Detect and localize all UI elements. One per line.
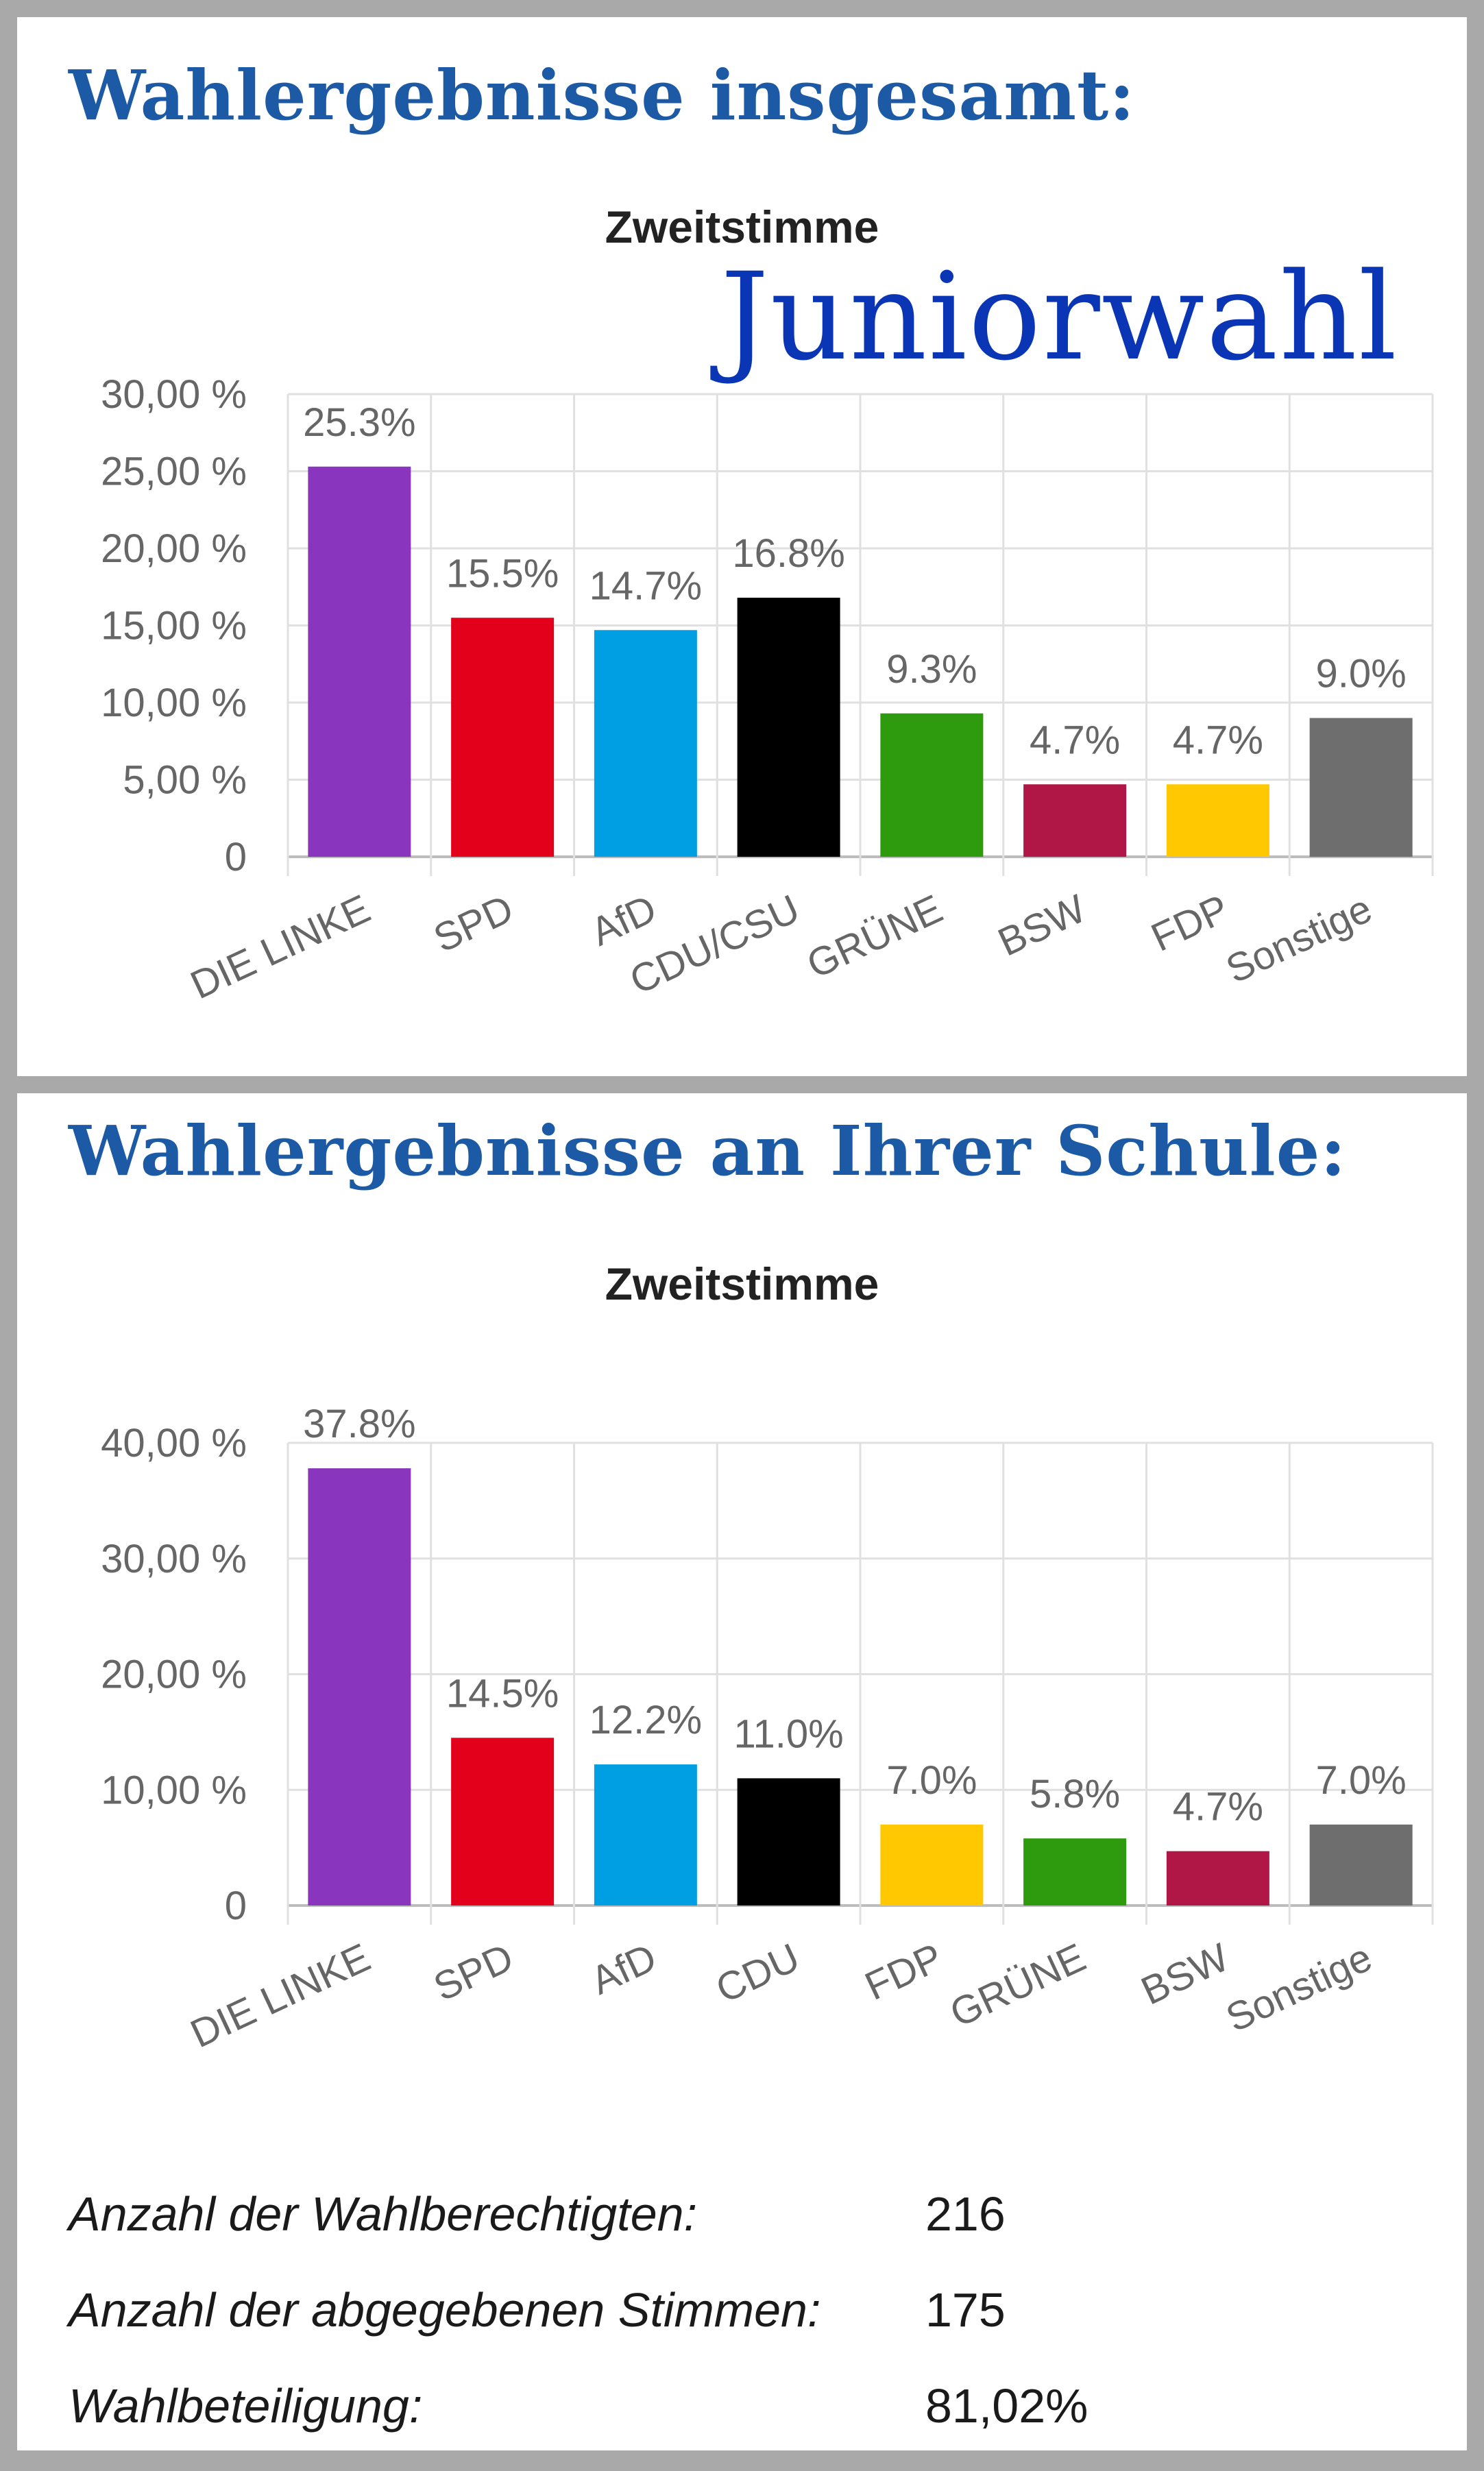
stat-value: 175 <box>925 2283 1006 2337</box>
x-tick-label: AfD <box>584 886 663 955</box>
chart-subtitle-school: Zweitstimme <box>605 1258 879 1309</box>
stat-row-eligible: Anzahl der Wahlberechtigten: 216 <box>69 2187 1371 2255</box>
bar <box>451 618 555 857</box>
x-tick-label: CDU <box>709 1935 806 2012</box>
bar <box>308 1468 411 1906</box>
bar <box>1309 718 1413 857</box>
y-tick-label: 20,00 % <box>101 526 247 571</box>
x-tick-label: FDP <box>858 1935 949 2009</box>
x-tick-label: AfD <box>584 1935 663 2004</box>
bar <box>880 1824 984 1906</box>
data-label: 25.3% <box>303 400 415 445</box>
y-tick-label: 20,00 % <box>101 1653 247 1697</box>
stat-label: Wahlbeteiligung: <box>69 2379 423 2433</box>
x-tick-label: SPD <box>427 1935 520 2010</box>
x-tick-label: DIE LINKE <box>184 1935 377 2056</box>
stat-value: 81,02% <box>925 2379 1088 2433</box>
bar <box>1166 784 1269 857</box>
bar <box>880 713 984 857</box>
x-tick-label: GRÜNE <box>943 1935 1092 2036</box>
stat-row-turnout: Wahlbeteiligung: 81,02% <box>69 2378 1371 2447</box>
data-label: 11.0% <box>734 1712 844 1756</box>
bar <box>737 598 840 857</box>
x-tick-label: BSW <box>991 886 1092 965</box>
y-tick-label: 25,00 % <box>101 450 247 494</box>
y-tick-label: 0 <box>225 835 247 879</box>
stat-label: Anzahl der Wahlberechtigten: <box>69 2187 698 2241</box>
data-label: 4.7% <box>1173 718 1263 762</box>
y-tick-label: 0 <box>225 1884 247 1928</box>
x-tick-label: DIE LINKE <box>184 886 377 1008</box>
y-tick-label: 10,00 % <box>101 1768 247 1812</box>
y-tick-label: 30,00 % <box>101 372 247 417</box>
data-label: 37.8% <box>303 1402 415 1446</box>
juniorwahl-overlay: Juniorwahl <box>720 247 1398 387</box>
section-title-overall: Wahlergebnisse insgesamt: <box>69 55 1136 136</box>
x-tick-label: Sonstige <box>1219 1935 1378 2041</box>
stat-label: Anzahl der abgegebenen Stimmen: <box>69 2283 821 2337</box>
school-results-panel: Wahlergebnisse an Ihrer Schule: Zweitsti… <box>17 1093 1467 2450</box>
stat-row-votes-cast: Anzahl der abgegebenen Stimmen: 175 <box>69 2283 1371 2351</box>
y-tick-label: 40,00 % <box>101 1421 247 1465</box>
section-title-school: Wahlergebnisse an Ihrer Schule: <box>69 1110 1347 1191</box>
data-label: 14.5% <box>446 1671 559 1716</box>
y-tick-label: 30,00 % <box>101 1537 247 1581</box>
overall-bar-chart: 0 5,00 % 10,00 % 15,00 % 20,00 % 25,00 % 30,00… <box>101 372 1434 1008</box>
data-label: 4.7% <box>1173 1785 1263 1829</box>
bar <box>594 630 697 857</box>
data-label: 16.8% <box>732 531 844 576</box>
chart-subtitle-overall: Zweitstimme <box>605 202 879 252</box>
y-tick-label: 10,00 % <box>101 681 247 725</box>
data-label: 9.3% <box>886 647 977 692</box>
data-label: 7.0% <box>886 1758 977 1803</box>
x-tick-label: SPD <box>427 886 520 961</box>
data-label: 14.7% <box>589 563 702 608</box>
school-bar-chart: 0 10,00 % 20,00 % 30,00 % 40,00 % 37.8% DIE LI… <box>101 1402 1434 2056</box>
data-label: 15.5% <box>446 551 559 596</box>
bar <box>308 466 411 857</box>
y-tick-label: 15,00 % <box>101 604 247 648</box>
x-tick-label: FDP <box>1145 886 1236 960</box>
data-label: 4.7% <box>1030 718 1120 762</box>
data-label: 7.0% <box>1316 1758 1407 1803</box>
y-tick-label: 5,00 % <box>123 758 247 803</box>
bar <box>1166 1851 1269 1906</box>
bar <box>594 1764 697 1906</box>
data-label: 12.2% <box>589 1698 702 1742</box>
data-label: 5.8% <box>1030 1772 1120 1816</box>
bar <box>737 1778 840 1906</box>
bar <box>451 1738 555 1906</box>
data-label: 9.0% <box>1316 652 1407 696</box>
stat-value: 216 <box>925 2187 1006 2241</box>
x-tick-label: Sonstige <box>1219 886 1378 992</box>
bar <box>1023 1838 1127 1906</box>
bar <box>1023 784 1127 857</box>
bar <box>1309 1824 1413 1906</box>
overall-results-panel: Wahlergebnisse insgesamt: Zweitstimme Ju… <box>17 17 1467 1076</box>
x-tick-label: GRÜNE <box>801 886 949 987</box>
